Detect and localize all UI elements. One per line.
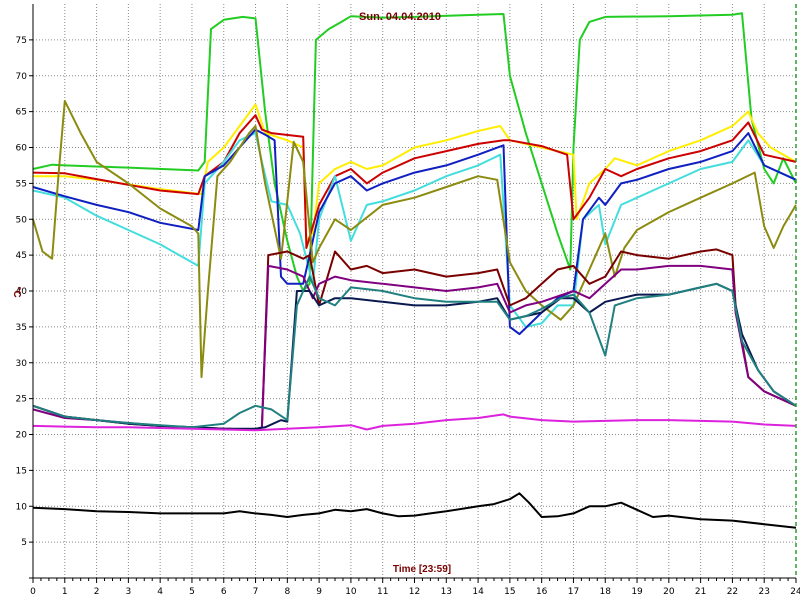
x-axis-label: Time [23:59] [393,564,451,575]
series-line-5 [32,128,797,336]
x-tick-label: 13 [441,587,452,597]
series-lines [32,12,797,529]
y-tick-label: 20 [16,431,28,441]
y-tick-label: 60 [16,144,28,154]
x-tick-label: 17 [568,587,579,597]
series-line-6 [32,99,797,379]
y-tick-label: 75 [16,36,27,46]
x-tick-label: 12 [409,587,420,597]
x-tick-label: 23 [758,587,769,597]
x-tick-label: 5 [189,587,195,597]
chart-title: Sun. 04.04.2010 [359,11,441,23]
x-tick-label: 4 [157,587,163,597]
x-tick-label: 15 [504,587,515,597]
y-tick-label: 25 [16,395,27,405]
y-tick-label: 15 [16,466,27,476]
series-line-10 [32,275,797,429]
x-tick-label: 1 [62,587,68,597]
x-tick-label: 21 [695,587,706,597]
x-tick-label: 14 [472,587,484,597]
y-tick-label: 65 [16,108,27,118]
y-tick-label: 50 [16,215,28,225]
x-tick-label: 24 [790,587,800,597]
x-tick-label: 9 [316,587,322,597]
y-tick-label: 55 [16,179,27,189]
x-tick-label: 16 [536,587,548,597]
x-tick-label: 19 [631,587,643,597]
x-tick-label: 20 [663,587,675,597]
grid-lines [33,4,796,578]
y-tick-label: 40 [16,287,28,297]
x-tick-label: 7 [253,587,259,597]
x-tick-label: 6 [221,587,227,597]
series-line-11 [32,413,797,432]
x-tick-label: 22 [727,587,738,597]
series-line-4 [32,132,797,328]
x-tick-label: 3 [126,587,132,597]
x-axis-ticks: 0 1 2 3 4 5 6 7 8 9 10 11 12 13 14 15 16 17 18 19 20 21 22 23 24 [30,578,800,597]
y-axis-label: °C [11,286,22,297]
y-tick-label: 45 [16,251,27,261]
y-tick-label: 5 [21,538,27,548]
x-tick-label: 10 [345,587,357,597]
x-tick-label: 8 [284,587,290,597]
y-axis-ticks: 5 10 15 20 25 30 35 40 45 50 55 60 65 70 75 [16,36,33,579]
x-tick-label: 0 [30,587,36,597]
y-tick-label: 70 [16,72,28,82]
x-tick-label: 11 [377,587,388,597]
series-line-1 [32,12,797,292]
series-line-12 [32,492,797,529]
x-tick-label: 18 [600,587,612,597]
y-tick-label: 30 [16,359,28,369]
y-tick-label: 10 [16,502,28,512]
y-tick-label: 35 [16,323,27,333]
series-line-2 [33,103,797,242]
x-tick-label: 2 [94,587,100,597]
